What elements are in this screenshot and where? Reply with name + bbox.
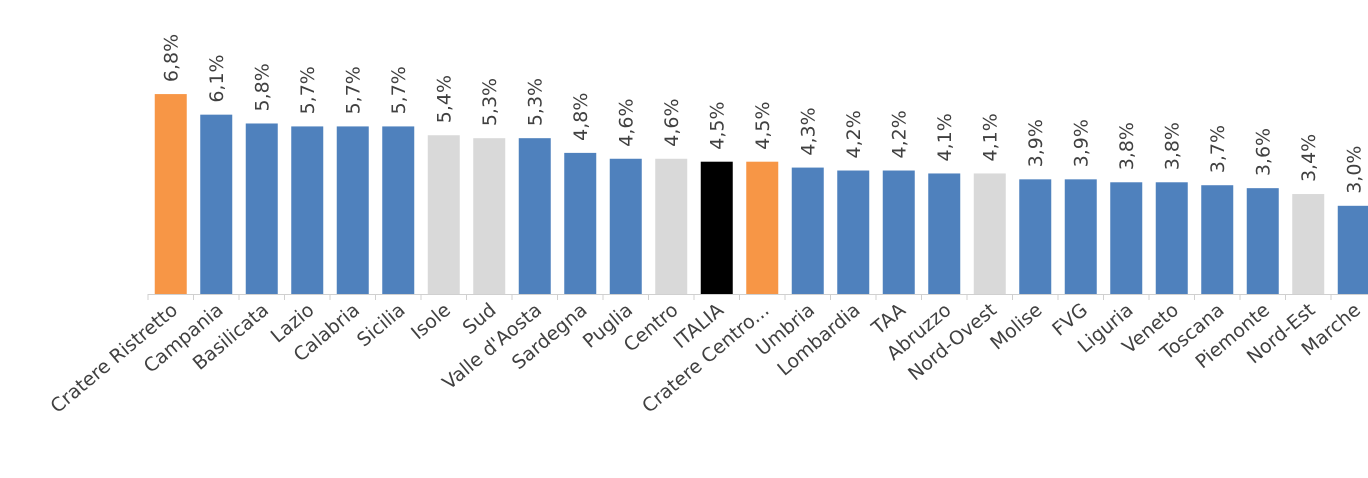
bar xyxy=(518,138,551,294)
bar xyxy=(1110,182,1143,294)
data-labels-group: 6,8% 6,1% 5,8% 5,7% 5,7% 5,7% 5,4% 5,3% 5,3% 4,8%… xyxy=(161,34,1366,194)
data-label: 3,8% xyxy=(1116,122,1138,170)
data-label: 5,4% xyxy=(434,75,456,123)
data-label: 4,6% xyxy=(661,98,683,146)
bar xyxy=(1292,194,1325,294)
data-label: 6,1% xyxy=(206,54,228,102)
data-label: 4,5% xyxy=(707,101,729,149)
bar xyxy=(1201,185,1234,294)
bar xyxy=(928,173,961,294)
x-axis-ticks xyxy=(147,294,1332,300)
bar xyxy=(154,94,187,294)
data-label: 6,8% xyxy=(161,34,183,82)
data-label: 4,2% xyxy=(843,110,865,158)
data-label: 4,5% xyxy=(752,101,774,149)
data-label: 4,1% xyxy=(980,113,1002,161)
bar xyxy=(427,135,460,294)
data-label: 4,2% xyxy=(889,110,911,158)
bar xyxy=(1337,205,1368,294)
data-label: 4,8% xyxy=(570,93,592,141)
bar xyxy=(791,167,824,294)
data-label: 4,1% xyxy=(934,113,956,161)
data-label: 5,7% xyxy=(388,66,410,114)
data-label: 3,9% xyxy=(1071,119,1093,167)
data-label: 5,7% xyxy=(297,66,319,114)
data-label: 3,7% xyxy=(1207,125,1229,173)
bar xyxy=(1019,179,1052,294)
bar xyxy=(1155,182,1188,294)
bar xyxy=(655,158,688,294)
data-label: 3,6% xyxy=(1253,128,1275,176)
bar xyxy=(746,161,779,294)
data-label: 5,3% xyxy=(525,78,547,126)
bar xyxy=(245,123,278,294)
bar xyxy=(700,161,733,294)
bar xyxy=(1064,179,1097,294)
bar xyxy=(200,114,233,294)
data-label: 5,8% xyxy=(252,63,274,111)
bar xyxy=(564,152,597,294)
bar xyxy=(609,158,642,294)
data-label: 3,8% xyxy=(1162,122,1184,170)
data-label: 4,6% xyxy=(616,98,638,146)
data-label: 4,3% xyxy=(798,107,820,155)
data-label: 5,3% xyxy=(479,78,501,126)
bar xyxy=(382,126,415,294)
bars-group xyxy=(154,94,1368,294)
bar xyxy=(1246,188,1279,294)
x-axis-tick-labels: Cratere RistrettoCampaniaBasilicataLazio… xyxy=(46,299,1364,418)
bar xyxy=(973,173,1006,294)
data-label: 3,0% xyxy=(1344,146,1366,194)
bar xyxy=(291,126,324,294)
data-label: 3,9% xyxy=(1025,119,1047,167)
bar xyxy=(882,170,915,294)
x-tick-label: Sicilia xyxy=(353,299,409,351)
data-label: 5,7% xyxy=(343,66,365,114)
data-label: 3,4% xyxy=(1298,134,1320,182)
bar xyxy=(473,138,506,294)
x-tick-label: Isole xyxy=(407,299,455,344)
bar xyxy=(336,126,369,294)
x-tick-label: Molise xyxy=(986,299,1046,355)
bar xyxy=(837,170,870,294)
